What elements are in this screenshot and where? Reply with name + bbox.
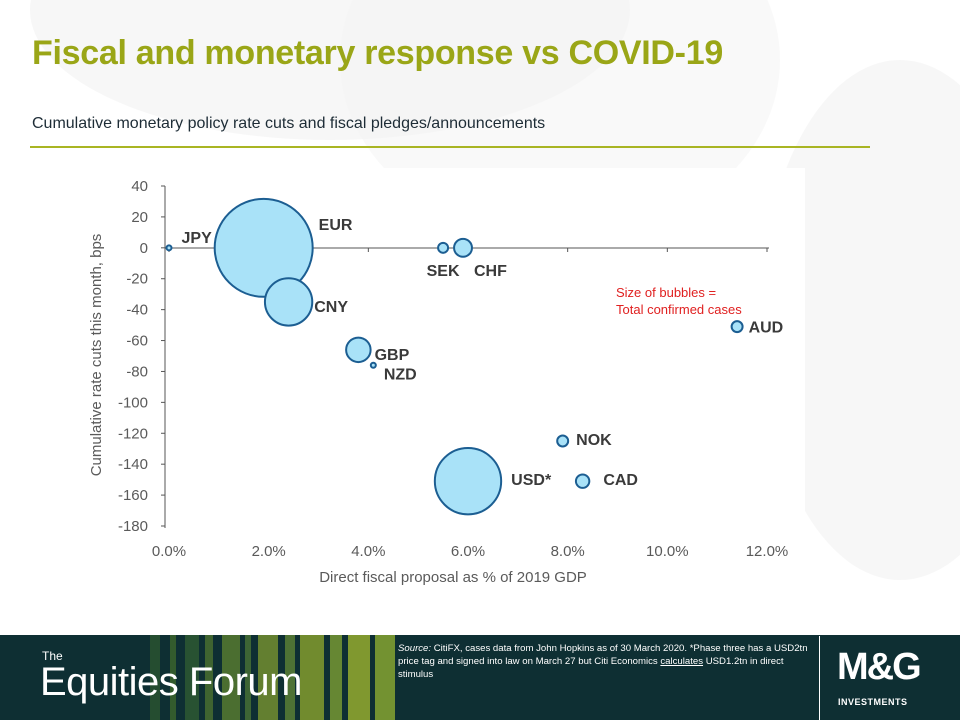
source-link: calculates <box>660 656 704 667</box>
mg-logo-subtitle: INVESTMENTS <box>838 697 908 707</box>
bubble-chart: 40 20 0 -20 -40 -60 -80 -100 -120 -140 -160 -180 0.… <box>79 168 805 599</box>
x-tick-label: 4.0% <box>351 543 385 560</box>
bubble-label: JPY <box>182 230 213 247</box>
bubble-label: CNY <box>314 299 348 316</box>
y-tick-label: -40 <box>126 302 148 319</box>
bubble-label: GBP <box>375 347 410 364</box>
bubble-chf <box>453 237 473 258</box>
chart-svg: 40 20 0 -20 -40 -60 -80 -100 -120 -140 -160 -180 0.… <box>88 178 789 586</box>
source-prefix: Source: <box>398 643 432 654</box>
bubble-label: AUD <box>749 320 784 337</box>
bubble-gbp <box>345 336 372 364</box>
y-tick-label: -140 <box>118 456 148 473</box>
bubble-jpy <box>165 244 173 252</box>
bubble-label: CHF <box>474 263 507 280</box>
footer-divider <box>819 636 820 720</box>
y-tick-label: 40 <box>131 178 148 195</box>
y-tick-label: -60 <box>126 333 148 350</box>
brand-prefix: The <box>42 649 63 663</box>
y-tick-label: 0 <box>140 240 148 257</box>
bubble-label: NOK <box>576 432 612 449</box>
footer-bar <box>0 635 960 720</box>
x-tick-label: 2.0% <box>252 543 286 560</box>
source-text-a: CitiFX, cases data from John Hopkins as … <box>398 643 808 667</box>
y-tick-label: -120 <box>118 425 148 442</box>
footer-stripes <box>0 635 395 720</box>
bubble-label: SEK <box>427 263 460 280</box>
page-subtitle: Cumulative monetary policy rate cuts and… <box>32 115 546 132</box>
y-tick-label: -80 <box>126 363 148 380</box>
x-tick-label: 10.0% <box>646 543 689 560</box>
annotation-line-1: Size of bubbles = <box>616 285 716 300</box>
x-axis-title: Direct fiscal proposal as % of 2019 GDP <box>319 569 587 586</box>
x-tick-label: 8.0% <box>551 543 585 560</box>
y-tick-label: -20 <box>126 271 148 288</box>
bubble-sek <box>437 241 450 254</box>
annotation-line-2: Total confirmed cases <box>616 302 742 317</box>
bubble-label: NZD <box>384 366 417 383</box>
bubble-nok <box>556 434 570 448</box>
brand-name: Equities Forum <box>40 660 302 704</box>
y-tick-label: -100 <box>118 394 148 411</box>
bubble-label: USD* <box>511 472 552 489</box>
bubble-label: CAD <box>603 472 638 489</box>
y-axis-title: Cumulative rate cuts this month, bps <box>88 234 105 477</box>
title-underline <box>30 146 870 148</box>
y-tick-label: 20 <box>131 209 148 226</box>
y-tick-label: -180 <box>118 518 148 535</box>
bubble-nzd <box>369 361 377 369</box>
bubble-aud <box>730 320 744 334</box>
mg-logo: M&G <box>837 646 922 688</box>
bubble-label: EUR <box>319 217 353 234</box>
bubble-cny <box>263 277 314 327</box>
x-tick-label: 0.0% <box>152 543 186 560</box>
y-tick-label: -160 <box>118 487 148 504</box>
bubble-cad <box>574 473 591 489</box>
bubble-eur <box>213 197 314 298</box>
source-text-b: USD1.2tn in direct stimulus <box>398 656 784 680</box>
source-note: Source: CitiFX, cases data from John Hop… <box>398 642 818 681</box>
bubble-usd <box>433 447 503 516</box>
x-tick-label: 6.0% <box>451 543 485 560</box>
x-tick-label: 12.0% <box>746 543 789 560</box>
page-title: Fiscal and monetary response vs COVID-19 <box>32 34 723 72</box>
